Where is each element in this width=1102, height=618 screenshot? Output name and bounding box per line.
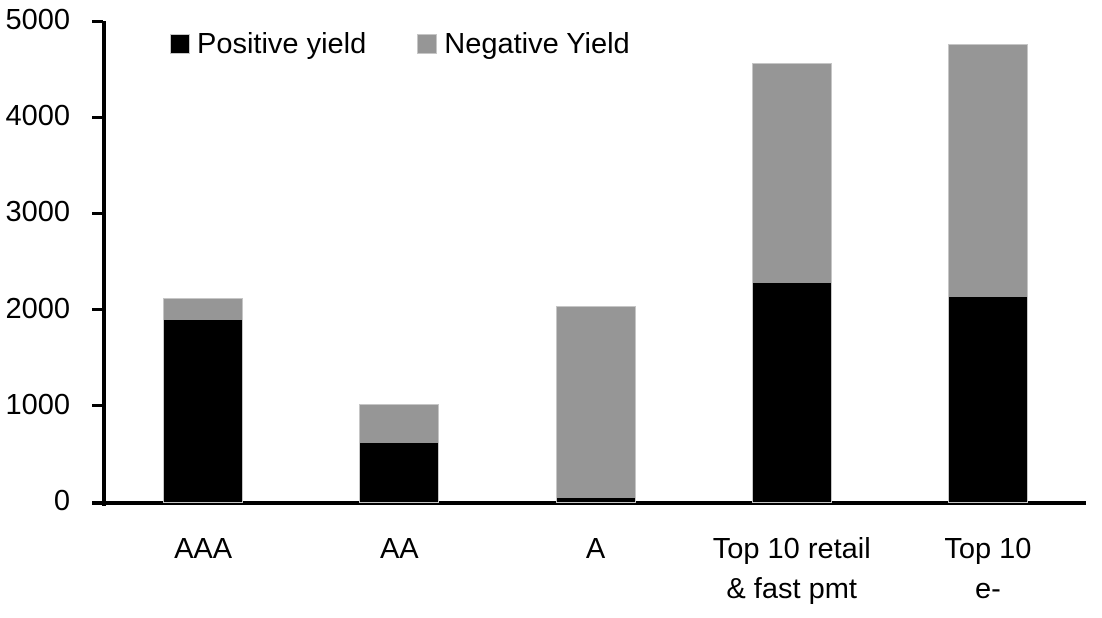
y-axis-tick-label: 4000 (5, 100, 70, 133)
y-axis-tick-label: 1000 (5, 388, 70, 421)
y-axis-tick (92, 115, 103, 119)
legend-swatch-negative-icon (417, 34, 438, 54)
bar-segment-positive (752, 282, 831, 502)
y-axis-tick (92, 308, 103, 312)
bar-a (555, 305, 636, 503)
x-axis-label: A (585, 533, 606, 565)
legend-swatch-positive-icon (170, 34, 190, 54)
y-axis-tick-label: 2000 (5, 292, 70, 325)
x-axis-label: Top 10 retail & fast pmt (712, 533, 871, 605)
bar-segment-positive (164, 320, 243, 502)
x-axis-label: AA (379, 533, 419, 565)
y-axis-tick-label: 0 (53, 485, 70, 517)
bar-top-10 (947, 44, 1028, 503)
y-axis-tick (92, 404, 103, 408)
bar-aa (359, 404, 440, 503)
y-axis-line (102, 21, 106, 506)
x-axis-line (92, 501, 1086, 505)
bar-top-10-retail (751, 63, 832, 503)
bar-segment-positive (556, 498, 635, 502)
bar-segment-positive (948, 296, 1027, 502)
x-axis-label: AAA (174, 533, 233, 565)
chart-legend: Positive yield Negative Yield (170, 26, 630, 62)
x-axis-label: Top 10 e-commerce (920, 533, 1055, 618)
y-axis-tick-label: 3000 (5, 196, 70, 229)
bar-aaa (163, 297, 244, 503)
legend-item-negative-yield: Negative Yield (417, 27, 630, 61)
legend-label-negative: Negative Yield (444, 28, 630, 60)
y-axis-tick (92, 500, 103, 504)
y-axis-tick (92, 211, 103, 215)
bar-segment-positive (360, 442, 439, 502)
y-axis-tick (92, 19, 103, 23)
legend-item-positive-yield: Positive yield (170, 27, 367, 61)
y-axis-tick-label: 5000 (5, 4, 70, 36)
legend-label-positive: Positive yield (197, 28, 367, 60)
